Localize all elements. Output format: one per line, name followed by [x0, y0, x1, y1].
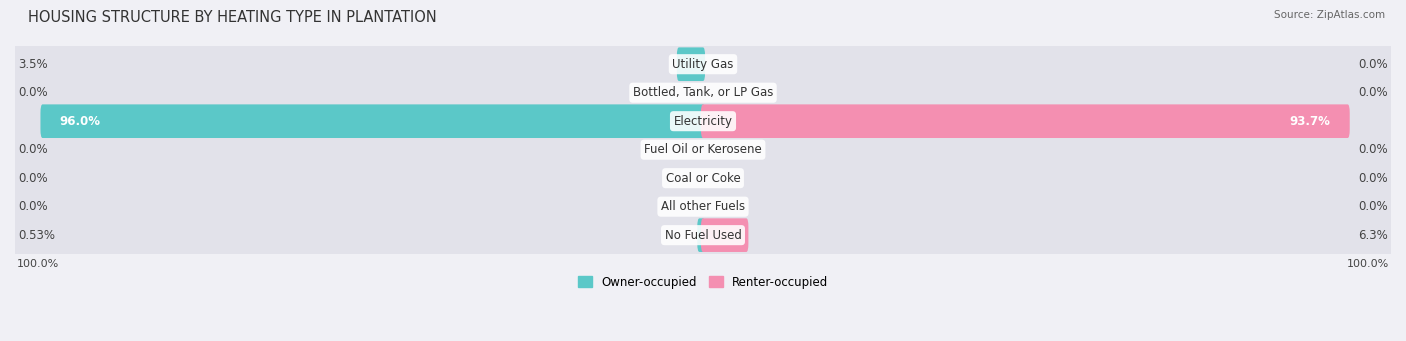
Text: HOUSING STRUCTURE BY HEATING TYPE IN PLANTATION: HOUSING STRUCTURE BY HEATING TYPE IN PLA…	[28, 10, 437, 25]
FancyBboxPatch shape	[11, 92, 1395, 151]
Text: 6.3%: 6.3%	[1358, 229, 1388, 242]
FancyBboxPatch shape	[11, 63, 1395, 122]
Text: Fuel Oil or Kerosene: Fuel Oil or Kerosene	[644, 143, 762, 156]
Text: 93.7%: 93.7%	[1289, 115, 1330, 128]
FancyBboxPatch shape	[702, 104, 1350, 138]
Text: 0.53%: 0.53%	[18, 229, 55, 242]
Text: 96.0%: 96.0%	[59, 115, 101, 128]
FancyBboxPatch shape	[697, 218, 704, 252]
Text: Electricity: Electricity	[673, 115, 733, 128]
Text: 0.0%: 0.0%	[18, 143, 48, 156]
Text: 0.0%: 0.0%	[1358, 58, 1388, 71]
Text: 0.0%: 0.0%	[1358, 143, 1388, 156]
Legend: Owner-occupied, Renter-occupied: Owner-occupied, Renter-occupied	[572, 271, 834, 294]
FancyBboxPatch shape	[11, 35, 1395, 94]
FancyBboxPatch shape	[702, 218, 748, 252]
Text: 100.0%: 100.0%	[17, 258, 59, 268]
Text: 0.0%: 0.0%	[1358, 172, 1388, 185]
FancyBboxPatch shape	[11, 120, 1395, 179]
Text: Source: ZipAtlas.com: Source: ZipAtlas.com	[1274, 10, 1385, 20]
Text: 0.0%: 0.0%	[1358, 200, 1388, 213]
FancyBboxPatch shape	[41, 104, 704, 138]
Text: All other Fuels: All other Fuels	[661, 200, 745, 213]
FancyBboxPatch shape	[11, 206, 1395, 265]
FancyBboxPatch shape	[676, 47, 704, 81]
Text: Bottled, Tank, or LP Gas: Bottled, Tank, or LP Gas	[633, 86, 773, 99]
Text: 0.0%: 0.0%	[18, 200, 48, 213]
Text: Coal or Coke: Coal or Coke	[665, 172, 741, 185]
Text: 0.0%: 0.0%	[1358, 86, 1388, 99]
Text: Utility Gas: Utility Gas	[672, 58, 734, 71]
Text: 100.0%: 100.0%	[1347, 258, 1389, 268]
Text: 0.0%: 0.0%	[18, 86, 48, 99]
FancyBboxPatch shape	[11, 177, 1395, 236]
Text: No Fuel Used: No Fuel Used	[665, 229, 741, 242]
FancyBboxPatch shape	[11, 149, 1395, 208]
Text: 3.5%: 3.5%	[18, 58, 48, 71]
Text: 0.0%: 0.0%	[18, 172, 48, 185]
